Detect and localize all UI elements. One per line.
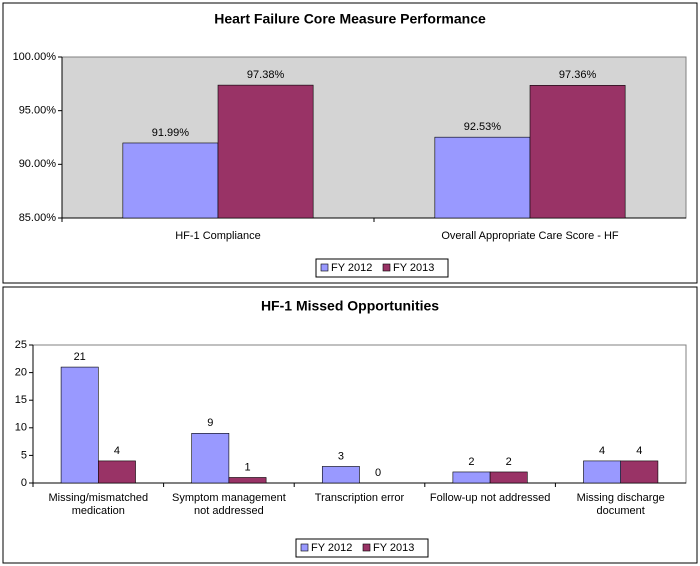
data-label: 4	[599, 445, 605, 457]
y-tick-label: 20	[15, 367, 27, 379]
data-label: 4	[114, 445, 120, 457]
data-label: 21	[74, 351, 86, 363]
bar	[228, 477, 267, 484]
data-label: 4	[636, 445, 642, 457]
legend-label: FY 2013	[373, 542, 414, 554]
legend-label: FY 2012	[311, 542, 352, 554]
y-tick-label: 95.00%	[19, 105, 57, 117]
legend-label: FY 2013	[393, 262, 434, 274]
x-tick-label: Transcription error	[314, 492, 405, 504]
x-tick-label: Symptom management not addressed	[172, 492, 286, 517]
chart-title: HF-1 Missed Opportunities	[261, 298, 439, 314]
legend-box	[315, 258, 449, 278]
data-label: 9	[207, 417, 213, 429]
bar	[60, 366, 99, 484]
bar	[529, 85, 626, 219]
legend-swatch	[382, 263, 391, 272]
y-tick-label: 0	[21, 477, 27, 489]
y-tick-label: 25	[15, 339, 27, 351]
x-tick-label: Follow-up not addressed	[429, 492, 551, 504]
data-label: 97.36%	[559, 69, 597, 81]
y-tick-label: 5	[21, 449, 27, 461]
legend-swatch	[362, 543, 371, 552]
data-label: 92.53%	[464, 121, 502, 133]
legend-swatch	[320, 263, 329, 272]
bar	[122, 142, 219, 219]
legend-label: FY 2012	[331, 262, 372, 274]
bar	[98, 460, 136, 484]
data-label: 0	[375, 467, 381, 479]
bar	[434, 136, 531, 219]
y-tick-label: 85.00%	[19, 212, 57, 224]
data-label: 1	[244, 461, 250, 473]
bar	[620, 460, 659, 484]
y-tick-label: 15	[15, 394, 27, 406]
legend-box	[295, 538, 429, 558]
x-tick-label: HF-1 Compliance	[175, 230, 261, 242]
x-tick-label: Missing/mismatched medication	[48, 492, 149, 517]
bar	[489, 471, 528, 484]
x-tick-label: Missing discharge document	[576, 492, 665, 517]
data-label: 2	[506, 456, 512, 468]
data-label: 97.38%	[247, 69, 285, 81]
bar	[452, 471, 491, 484]
bar	[191, 433, 230, 484]
data-label: 3	[338, 450, 344, 462]
y-tick-label: 10	[15, 422, 27, 434]
bar	[583, 460, 622, 484]
legend-swatch	[300, 543, 309, 552]
bar	[321, 466, 360, 484]
x-tick-label: Overall Appropriate Care Score - HF	[441, 230, 619, 242]
chart-title: Heart Failure Core Measure Performance	[214, 11, 486, 27]
y-tick-label: 90.00%	[19, 158, 57, 170]
bar	[217, 84, 314, 219]
data-label: 91.99%	[152, 127, 190, 139]
plot-area	[32, 344, 687, 484]
y-tick-label: 100.00%	[13, 51, 57, 63]
data-label: 2	[468, 456, 474, 468]
